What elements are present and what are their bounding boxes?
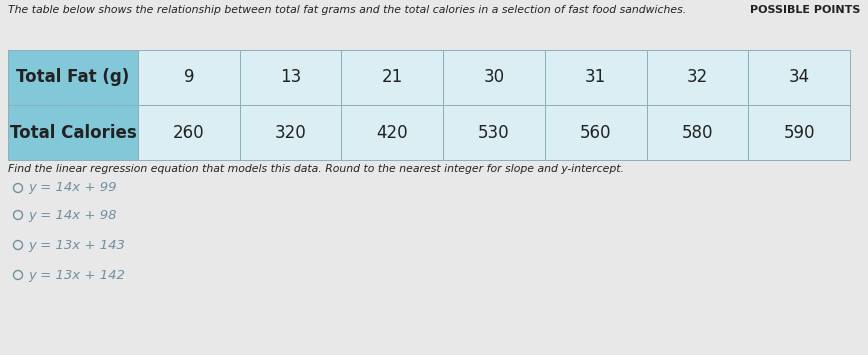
Text: 560: 560	[580, 124, 611, 142]
Text: 31: 31	[585, 69, 607, 87]
Bar	[240, 50, 341, 105]
Text: 21: 21	[382, 69, 403, 87]
Bar	[138, 105, 240, 160]
Text: The table below shows the relationship between total fat grams and the total cal: The table below shows the relationship b…	[8, 5, 687, 15]
Text: 9: 9	[184, 69, 194, 87]
Text: y = 14x + 99: y = 14x + 99	[28, 181, 116, 195]
Text: 30: 30	[483, 69, 504, 87]
Text: y = 13x + 143: y = 13x + 143	[28, 239, 125, 251]
Bar	[545, 50, 647, 105]
Text: POSSIBLE POINTS: POSSIBLE POINTS	[750, 5, 860, 15]
Text: 320: 320	[274, 124, 306, 142]
Bar	[341, 50, 444, 105]
Text: 580: 580	[681, 124, 713, 142]
Text: Total Fat (g): Total Fat (g)	[16, 69, 129, 87]
Text: 34: 34	[789, 69, 810, 87]
Text: 590: 590	[784, 124, 815, 142]
Text: 32: 32	[687, 69, 708, 87]
Bar	[444, 105, 545, 160]
Bar	[748, 50, 850, 105]
Bar	[240, 105, 341, 160]
Bar	[647, 105, 748, 160]
Text: 420: 420	[377, 124, 408, 142]
Bar	[647, 50, 748, 105]
Text: Find the linear regression equation that models this data. Round to the nearest : Find the linear regression equation that…	[8, 164, 624, 174]
Text: 530: 530	[478, 124, 510, 142]
Text: y = 13x + 142: y = 13x + 142	[28, 268, 125, 282]
Bar	[138, 50, 240, 105]
Text: 13: 13	[280, 69, 301, 87]
Bar	[748, 105, 850, 160]
Bar	[8, 50, 138, 105]
Text: y = 14x + 98: y = 14x + 98	[28, 208, 116, 222]
Bar	[8, 105, 138, 160]
Bar	[545, 105, 647, 160]
Text: Total Calories: Total Calories	[10, 124, 136, 142]
Text: 260: 260	[173, 124, 205, 142]
Bar	[444, 50, 545, 105]
Bar	[341, 105, 444, 160]
